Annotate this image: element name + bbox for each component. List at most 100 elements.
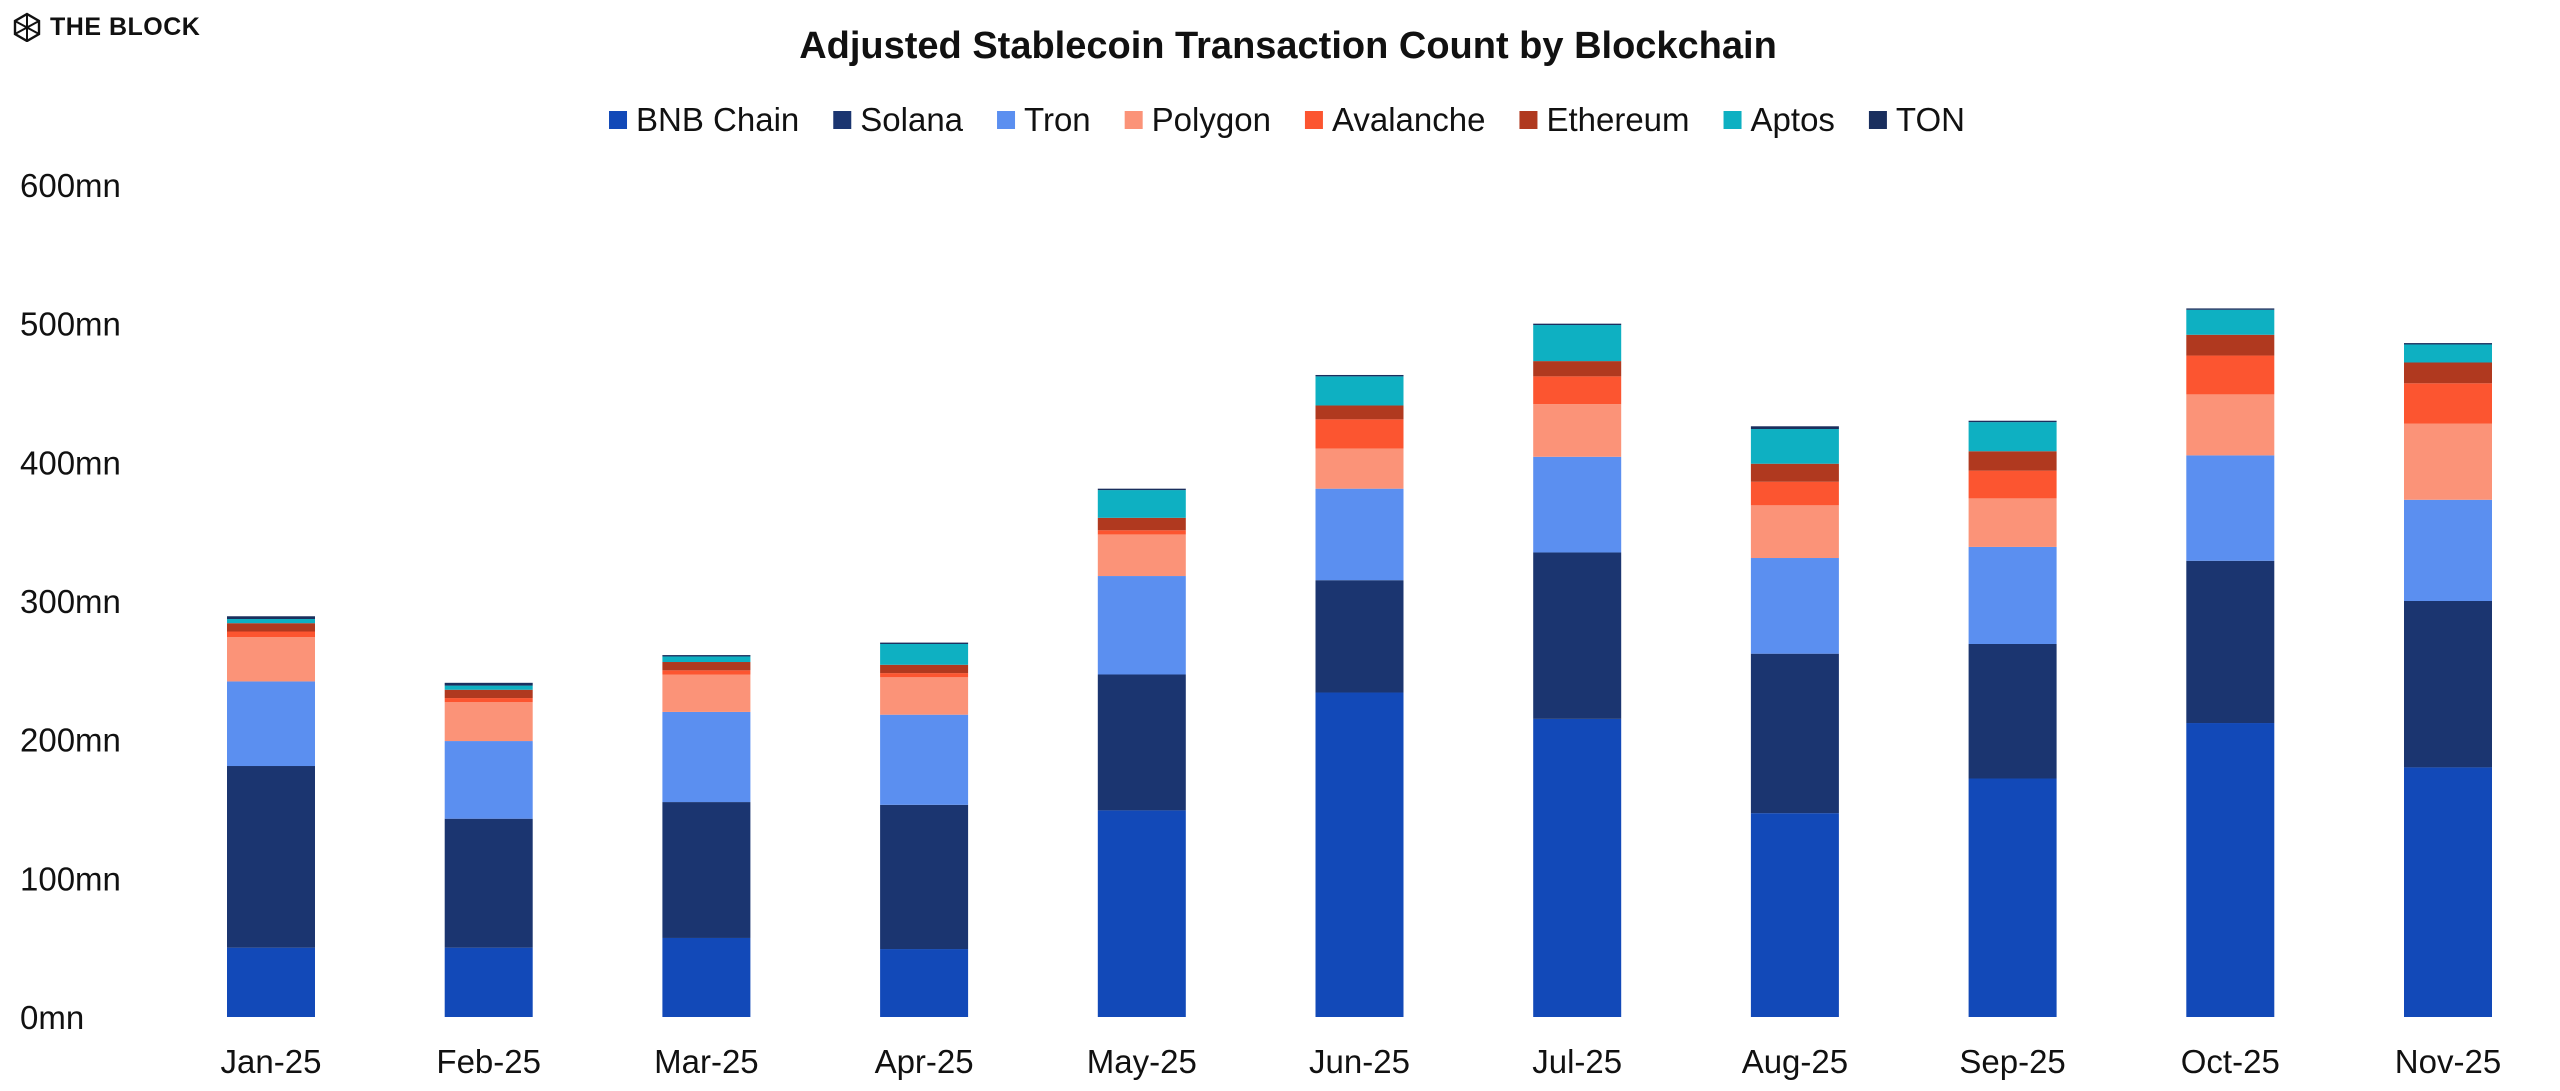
legend-label: Polygon: [1152, 101, 1271, 138]
brand-logo: THE BLOCK: [12, 12, 200, 42]
x-tick-label: Jan-25: [221, 1043, 322, 1080]
legend-swatch: [833, 111, 852, 129]
bar-segment-bnb-chain: [1097, 810, 1186, 1017]
bar-segment-aptos: [1750, 429, 1839, 464]
bar-segment-tron: [1533, 456, 1622, 553]
bar-segment-solana: [2404, 601, 2492, 768]
bar-segment-aptos: [227, 619, 315, 624]
bar-segment-solana: [227, 766, 315, 948]
bar-segment-ethereum: [662, 662, 751, 671]
bar-segment-ethereum: [1533, 361, 1622, 377]
bar-segment-tron: [227, 681, 315, 767]
x-tick-label: May-25: [1087, 1043, 1197, 1080]
bar-segment-ethereum: [1968, 451, 2057, 471]
bar-segment-tron: [1968, 546, 2057, 644]
bar-segment-ton: [2186, 308, 2275, 310]
bar-stack-jun-25: [1315, 374, 1404, 1017]
legend-swatch: [997, 111, 1016, 129]
bar-segment-ethereum: [227, 623, 315, 632]
chart-legend: BNB Chain Solana Tron Polygon Avalanche Ether…: [609, 101, 1965, 138]
bar-segment-ton: [662, 655, 751, 657]
y-tick-label: 200mn: [20, 722, 121, 759]
bar-segment-tron: [1750, 558, 1839, 654]
bar-segment-bnb-chain: [880, 949, 969, 1017]
legend-item-polygon: Polygon: [1124, 101, 1271, 138]
brand-name: THE BLOCK: [50, 12, 201, 41]
y-axis: 0mn 100mn 200mn 300mn 400mn 500mn 600mn: [20, 167, 121, 1036]
y-tick-label: 300mn: [20, 583, 121, 620]
bar-segment-aptos: [2186, 309, 2275, 335]
legend-item-ton: TON: [1868, 101, 1965, 138]
bar-segment-polygon: [1533, 404, 1622, 457]
bar-segment-polygon: [444, 702, 533, 742]
legend-swatch: [1304, 111, 1323, 129]
bar-segment-ethereum: [2186, 334, 2275, 356]
bar-segment-polygon: [1750, 505, 1839, 559]
bar-segment-bnb-chain: [2186, 723, 2275, 1017]
legend-swatch: [1124, 111, 1143, 129]
chart-title: Adjusted Stablecoin Transaction Count by…: [799, 25, 1777, 67]
bar-stack-oct-25: [2186, 308, 2275, 1017]
bar-segment-tron: [444, 741, 533, 819]
y-tick-label: 0mn: [20, 999, 84, 1036]
bar-segment-ethereum: [880, 664, 969, 674]
bar-segment-aptos: [444, 685, 533, 690]
x-tick-label: Sep-25: [1959, 1043, 2065, 1080]
bar-segment-avalanche: [1533, 376, 1622, 405]
legend-item-solana: Solana: [833, 101, 964, 138]
bar-segment-polygon: [880, 677, 969, 715]
bar-segment-aptos: [1533, 325, 1622, 362]
cube-icon: [13, 12, 41, 42]
x-tick-label: Nov-25: [2395, 1043, 2501, 1080]
x-tick-label: Aug-25: [1742, 1043, 1848, 1080]
bar-segment-ton: [1968, 420, 2057, 423]
bar-segment-ethereum: [2404, 362, 2492, 384]
legend-item-aptos: Aptos: [1723, 101, 1835, 138]
bar-segment-ethereum: [1097, 517, 1186, 531]
bar-segment-ton: [880, 642, 969, 644]
y-tick-label: 600mn: [20, 167, 121, 204]
x-tick-label: Feb-25: [436, 1043, 541, 1080]
bar-segment-polygon: [1097, 534, 1186, 577]
bar-segment-avalanche: [444, 698, 533, 703]
legend-label: Solana: [860, 101, 963, 138]
bar-stack-may-25: [1097, 488, 1186, 1017]
legend-label: Tron: [1024, 101, 1091, 138]
x-tick-label: Jul-25: [1532, 1043, 1622, 1080]
bar-segment-tron: [1315, 488, 1404, 581]
bar-stack-jul-25: [1533, 323, 1622, 1017]
x-tick-label: Apr-25: [875, 1043, 974, 1080]
bar-segment-polygon: [2186, 394, 2275, 456]
legend-label: TON: [1896, 101, 1965, 138]
bar-segment-tron: [880, 714, 969, 805]
legend-item-avalanche: Avalanche: [1304, 101, 1485, 138]
bar-stack-sep-25: [1968, 420, 2057, 1017]
x-axis: Jan-25 Feb-25 Mar-25 Apr-25 May-25 Jun-25 Jul-…: [221, 1043, 2502, 1080]
bar-segment-aptos: [1968, 422, 2057, 452]
bar-segment-ton: [1097, 488, 1186, 491]
bar-segment-bnb-chain: [2404, 767, 2492, 1017]
bar-segment-polygon: [1968, 498, 2057, 547]
bar-segment-avalanche: [880, 673, 969, 678]
bar-segment-tron: [2186, 455, 2275, 561]
bar-segment-avalanche: [1968, 470, 2057, 499]
bar-segment-solana: [662, 802, 751, 938]
bar-segment-ton: [1533, 323, 1622, 326]
bar-stack-nov-25: [2404, 343, 2492, 1017]
y-tick-label: 100mn: [20, 860, 121, 897]
bars: [227, 308, 2492, 1017]
bar-segment-aptos: [1315, 376, 1404, 406]
bar-segment-polygon: [1315, 448, 1404, 489]
bar-segment-bnb-chain: [662, 937, 751, 1017]
bar-segment-solana: [1968, 643, 2057, 779]
bar-segment-solana: [1533, 552, 1622, 719]
bar-segment-bnb-chain: [444, 947, 533, 1017]
bar-stack-aug-25: [1750, 426, 1839, 1017]
bar-segment-ton: [444, 682, 533, 686]
bar-segment-tron: [2404, 499, 2492, 601]
bar-segment-avalanche: [227, 631, 315, 638]
legend-swatch: [1723, 111, 1742, 129]
legend-label: BNB Chain: [636, 101, 799, 138]
y-tick-label: 500mn: [20, 306, 121, 343]
bar-segment-avalanche: [2404, 383, 2492, 424]
